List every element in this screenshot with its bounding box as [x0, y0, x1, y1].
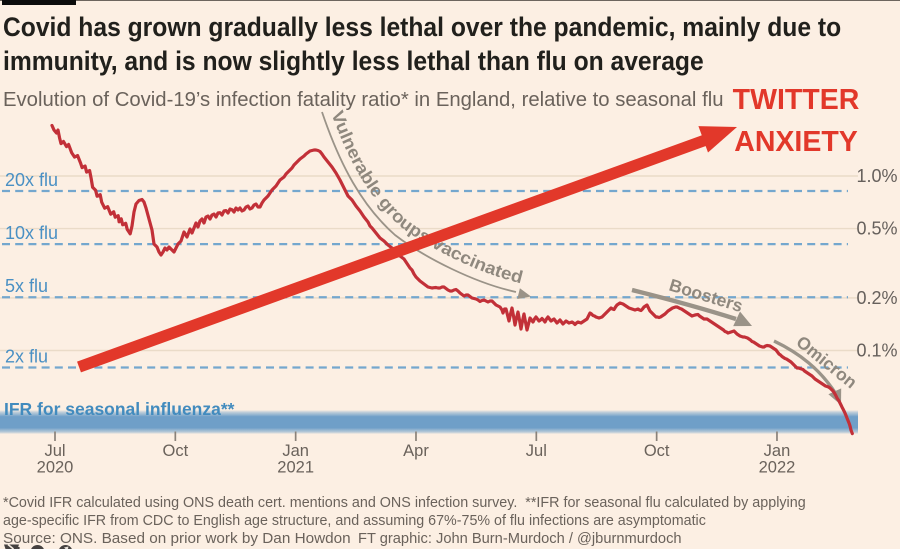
cutoff-dot-icon — [17, 547, 20, 549]
left-axis-tick-label: 20x flu — [5, 170, 58, 190]
x-axis-month-label: Jan — [764, 442, 791, 460]
left-axis-tick-label: 10x flu — [5, 223, 58, 243]
source-text: Source: ONS. Based on prior work by Dan … — [3, 531, 351, 547]
x-axis-year-label: 2022 — [759, 459, 796, 477]
series-line — [50, 123, 854, 436]
x-axis-month-label: Jan — [282, 442, 309, 460]
vaccinated-arrow-line — [321, 111, 517, 293]
flu-band-group — [0, 410, 858, 434]
x-axis-month-label: Apr — [403, 442, 429, 460]
chart-subtitle: Evolution of Covid-19’s infection fatali… — [3, 88, 900, 112]
chart-subtitle-text: Evolution of Covid-19’s infection fatali… — [3, 88, 724, 111]
right-axis-tick-label: 0.5% — [856, 219, 897, 239]
gridlines-right-axis — [0, 175, 858, 352]
footnote-line2: age-specific IFR from CDC to English age… — [3, 513, 706, 530]
left-axis-tick-label: 5x flu — [5, 276, 48, 296]
boosters-arrow-line — [631, 287, 737, 322]
x-axis-month-label: Jul — [44, 442, 65, 460]
right-axis-tick-label: 0.2% — [856, 288, 897, 308]
x-axis-month-label: Oct — [162, 442, 188, 460]
meme-caption: TWITTER ANXIETY — [727, 80, 865, 163]
footnote-line1: *Covid IFR calculated using ONS death ce… — [3, 495, 806, 511]
cutoff-circle-icon-1 — [31, 545, 44, 549]
ft-top-rule — [2, 0, 76, 5]
meme-caption-line2: ANXIETY — [734, 125, 858, 158]
vaccinated-arrowhead — [517, 288, 531, 299]
right-axis-labels: 1.0% 0.5% 0.2% 0.1% — [856, 166, 897, 361]
chart-title-line1: Covid has grown gradually less lethal ov… — [3, 12, 842, 42]
right-axis-tick-label: 0.1% — [856, 341, 897, 361]
left-axis-tick-label: 2x flu — [5, 346, 48, 366]
cutoff-footer-icons — [4, 543, 72, 549]
footnotes: *Covid IFR calculated using ONS death ce… — [3, 494, 820, 531]
meme-arrow-shaft — [77, 134, 709, 373]
x-axis-year-label: 2020 — [37, 459, 74, 477]
meme-caption-line1: TWITTER — [732, 84, 860, 116]
covid-ifr-series — [50, 123, 854, 436]
meme-arrow — [77, 126, 737, 373]
left-axis-labels: 20x flu 10x flu 5x flu 2x flu — [5, 170, 58, 366]
flu-ifr-band — [0, 410, 858, 434]
top-hairline — [0, 0, 900, 1]
cutoff-circle-icon-2 — [59, 545, 72, 549]
chart-title: Covid has grown gradually less lethal ov… — [3, 11, 900, 78]
cutoff-share-glyph-icon — [64, 546, 69, 549]
x-axis-month-label: Jul — [526, 442, 547, 460]
cutoff-flag-slash-icon — [7, 543, 15, 549]
chart-title-text: Covid has grown gradually less lethal ov… — [3, 11, 841, 78]
meme-arrowhead — [698, 126, 737, 153]
chart-title-line2: immunity, and is now slightly less letha… — [3, 45, 704, 76]
credit-text: FT graphic: John Burn-Murdoch / @jburnmu… — [358, 531, 682, 547]
x-axis-year-label: 2021 — [277, 459, 314, 477]
omicron-arrow-line — [773, 339, 838, 395]
gridlines-left-axis — [2, 189, 848, 369]
x-axis-month-label: Oct — [644, 442, 670, 460]
flu-band-label: IFR for seasonal influenza** — [4, 399, 235, 419]
right-axis-tick-label: 1.0% — [856, 166, 897, 186]
boosters-arrowhead — [733, 311, 752, 327]
